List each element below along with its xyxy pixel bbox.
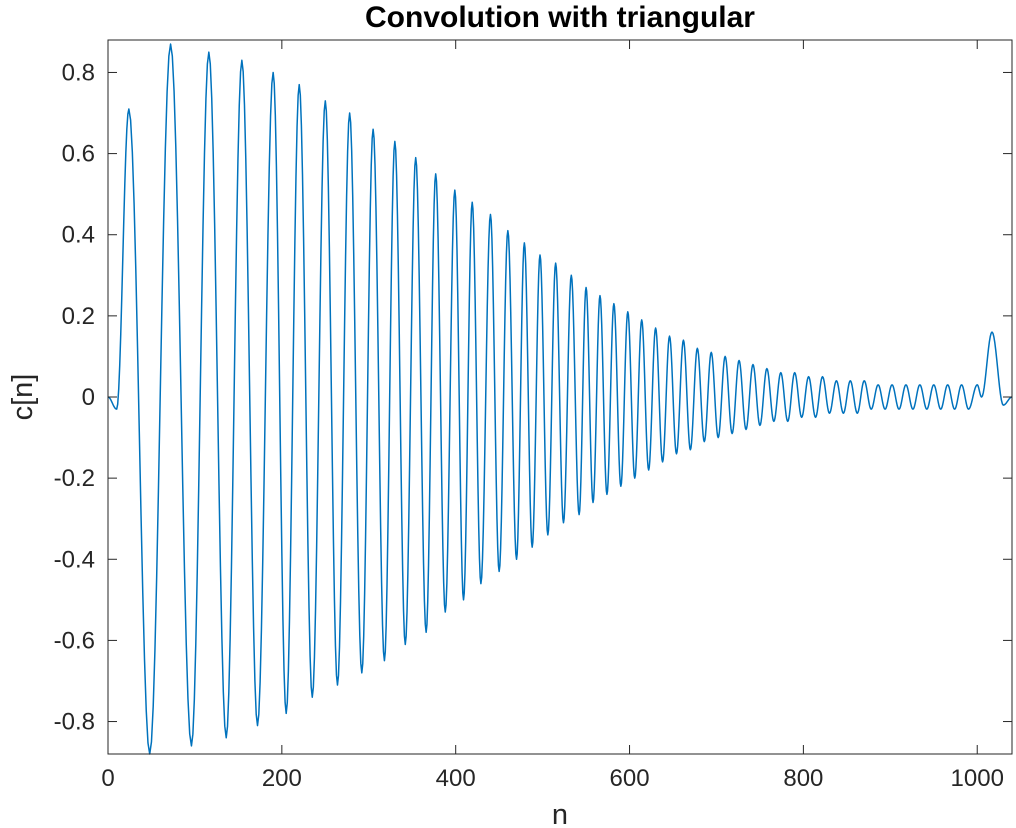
x-tick-label: 800 (783, 765, 823, 792)
y-tick-label: -0.8 (54, 709, 95, 736)
y-tick-label: 0.8 (62, 59, 95, 86)
x-axis-label: n (552, 799, 568, 828)
y-tick-label: 0.2 (62, 303, 95, 330)
x-tick-label: 200 (262, 765, 302, 792)
y-axis-ticks: -0.8 -0.6 -0.4 -0.2 0 0.2 0.4 0.6 0.8 (54, 59, 1012, 736)
y-axis-label: c[n] (7, 374, 39, 421)
y-tick-label: -0.6 (54, 627, 95, 654)
x-tick-label: 400 (436, 765, 476, 792)
series-line (107, 43, 1013, 755)
x-tick-label: 0 (101, 765, 114, 792)
chart-title: Convolution with triangular (365, 1, 755, 34)
x-tick-label: 600 (610, 765, 650, 792)
x-axis-ticks: 0 200 400 600 800 1000 (101, 40, 1004, 792)
y-tick-label: -0.2 (54, 465, 95, 492)
y-tick-label: 0.6 (62, 141, 95, 168)
y-tick-label: 0 (82, 384, 95, 411)
y-tick-label: 0.4 (62, 222, 95, 249)
x-tick-label: 1000 (951, 765, 1004, 792)
y-tick-label: -0.4 (54, 546, 95, 573)
